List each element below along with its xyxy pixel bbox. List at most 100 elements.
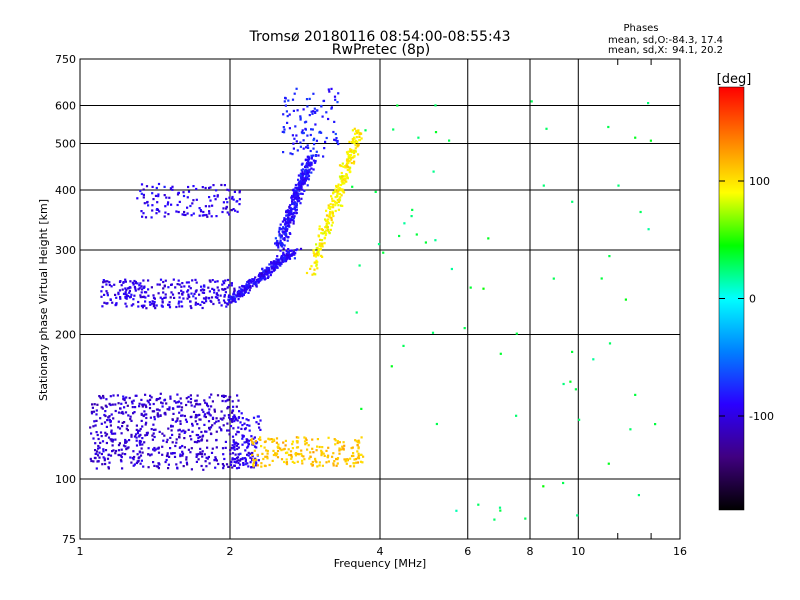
data-point (321, 242, 324, 245)
data-point (282, 448, 285, 451)
data-point (157, 462, 160, 465)
data-point (236, 456, 240, 459)
data-point (292, 222, 295, 225)
data-point (276, 266, 279, 269)
data-point (191, 430, 194, 433)
data-point (151, 434, 154, 437)
data-point (190, 438, 193, 441)
data-point (242, 293, 245, 296)
data-point (104, 449, 108, 452)
data-point (295, 194, 298, 197)
data-point (304, 168, 307, 171)
data-point (141, 306, 144, 309)
data-point (247, 284, 250, 287)
data-point (338, 175, 342, 178)
data-point (186, 212, 189, 215)
data-point (315, 263, 318, 266)
data-point (136, 432, 139, 435)
data-point (245, 418, 248, 421)
data-point (180, 409, 183, 412)
data-point (208, 212, 211, 215)
data-point (232, 417, 235, 420)
data-point (305, 165, 309, 168)
data-point (239, 452, 242, 455)
data-point (235, 460, 239, 463)
data-point (357, 457, 361, 460)
data-point (226, 188, 229, 191)
data-point (236, 200, 239, 203)
data-point (359, 460, 362, 463)
data-point (226, 399, 229, 402)
data-point (493, 518, 496, 521)
data-point (276, 239, 279, 243)
data-point (233, 443, 236, 446)
data-point (415, 233, 418, 236)
data-point (499, 509, 502, 512)
data-point (306, 162, 309, 165)
data-point (190, 447, 193, 450)
data-point (542, 184, 545, 187)
data-point (291, 440, 294, 443)
data-point (282, 247, 285, 250)
data-point (226, 422, 229, 425)
y-tick-label: 600 (55, 100, 76, 113)
data-point (348, 140, 351, 143)
data-point (280, 227, 283, 230)
data-point (241, 284, 244, 288)
data-point (126, 404, 129, 407)
data-point (305, 438, 308, 442)
data-point (241, 293, 244, 296)
data-point (299, 174, 302, 177)
data-point (159, 414, 162, 417)
data-point (105, 283, 108, 286)
data-point (323, 236, 327, 239)
data-point (140, 291, 143, 294)
data-point (101, 305, 104, 308)
data-point (241, 434, 244, 437)
data-point (205, 430, 208, 433)
data-point (140, 285, 143, 288)
data-point (94, 452, 97, 455)
data-point (149, 398, 152, 401)
data-point (329, 206, 332, 209)
data-point (290, 456, 293, 459)
data-point (450, 267, 453, 271)
data-point (332, 199, 335, 202)
data-point (165, 196, 168, 199)
data-point (95, 419, 98, 422)
data-point (318, 244, 321, 247)
data-point (318, 242, 321, 245)
data-point (143, 403, 146, 406)
data-point (211, 447, 214, 450)
data-point (229, 425, 233, 428)
data-point (138, 441, 141, 444)
data-point (234, 453, 237, 456)
data-point (100, 452, 103, 456)
data-point (448, 139, 451, 142)
data-point (130, 435, 133, 438)
data-point (216, 280, 219, 283)
data-point (182, 191, 185, 194)
data-point (357, 439, 360, 442)
data-point (104, 434, 107, 437)
data-point (286, 115, 289, 118)
data-point (221, 399, 224, 403)
data-point (222, 394, 225, 397)
data-point (332, 462, 335, 465)
data-point (168, 408, 171, 411)
data-point (139, 282, 142, 285)
data-point (128, 286, 131, 289)
data-point (232, 208, 235, 211)
data-point (268, 463, 271, 467)
data-point (178, 283, 181, 286)
data-point (286, 209, 289, 212)
data-point (203, 413, 206, 416)
data-point (155, 465, 158, 468)
data-point (171, 293, 175, 296)
data-point (308, 171, 311, 174)
data-point (257, 422, 260, 425)
data-point (207, 420, 211, 423)
data-point (168, 196, 171, 199)
data-point (205, 465, 208, 468)
data-point (325, 222, 328, 225)
